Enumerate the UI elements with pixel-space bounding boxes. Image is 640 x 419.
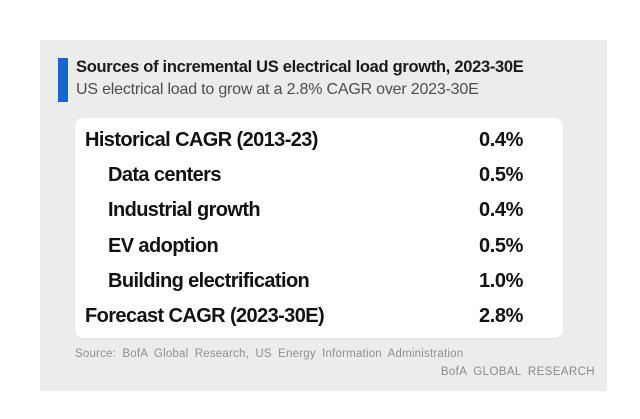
table-row: Building electrification 1.0%	[75, 269, 563, 293]
cagr-table: Historical CAGR (2013-23) 0.4% Data center…	[75, 118, 563, 338]
exhibit-header: Sources of incremental US electrical loa…	[58, 55, 524, 102]
table-row: EV adoption 0.5%	[75, 234, 563, 258]
title-accent-bar	[58, 58, 68, 102]
title-block: Sources of incremental US electrical loa…	[76, 55, 524, 102]
row-label: Building electrification	[108, 269, 310, 292]
row-label: Forecast CAGR (2023-30E)	[85, 305, 325, 328]
table-row: Industrial growth 0.4%	[75, 198, 563, 222]
table-row: Historical CAGR (2013-23) 0.4%	[75, 128, 563, 152]
row-label: Data centers	[108, 163, 221, 186]
row-label: Historical CAGR (2013-23)	[85, 128, 318, 151]
row-value: 0.4%	[479, 128, 523, 151]
source-note: Source: BofA Global Research, US Energy …	[75, 348, 464, 360]
row-label: Industrial growth	[108, 199, 261, 222]
brand-label: BofA GLOBAL RESEARCH	[440, 366, 595, 378]
exhibit-card: Sources of incremental US electrical loa…	[40, 40, 607, 391]
row-value: 0.4%	[479, 199, 523, 222]
exhibit-subtitle: US electrical load to grow at a 2.8% CAG…	[76, 81, 479, 98]
row-value: 2.8%	[479, 305, 523, 328]
row-value: 0.5%	[479, 163, 523, 186]
row-label: EV adoption	[108, 234, 219, 257]
table-row: Data centers 0.5%	[75, 163, 563, 187]
exhibit-title: Sources of incremental US electrical loa…	[76, 58, 524, 76]
table-row: Forecast CAGR (2023-30E) 2.8%	[75, 304, 563, 328]
row-value: 0.5%	[479, 234, 523, 257]
row-value: 1.0%	[479, 269, 523, 292]
